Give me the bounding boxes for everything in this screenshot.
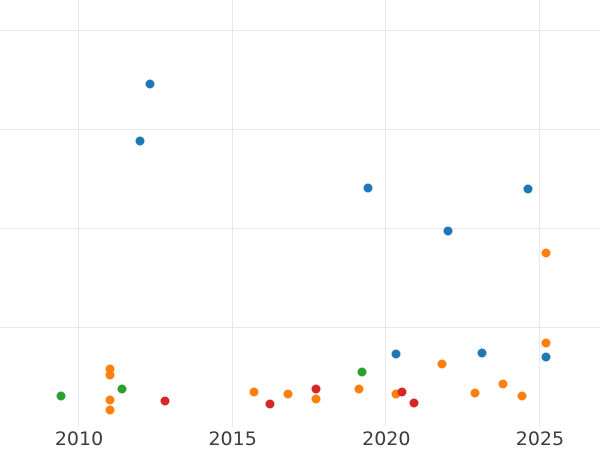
data-point-blue <box>363 183 373 193</box>
data-point-red <box>160 396 170 406</box>
gridline-vertical <box>78 0 79 427</box>
x-tick-label: 2015 <box>208 428 257 450</box>
data-point-blue <box>523 184 533 194</box>
data-point-green <box>117 384 127 394</box>
gridline-horizontal <box>0 129 600 130</box>
data-point-blue <box>477 348 487 358</box>
gridline-vertical <box>385 0 387 427</box>
data-point-orange <box>498 379 508 389</box>
data-point-blue <box>391 349 401 359</box>
data-point-orange <box>105 364 115 374</box>
data-point-orange <box>437 359 447 369</box>
data-point-orange <box>517 391 526 401</box>
data-point-red <box>397 387 407 397</box>
gridline-horizontal <box>0 228 600 229</box>
x-tick-label: 2010 <box>54 428 104 450</box>
gridline-horizontal <box>0 327 600 328</box>
data-point-red <box>265 399 275 409</box>
data-point-blue <box>135 136 145 146</box>
data-point-orange <box>105 395 115 405</box>
data-point-orange <box>283 389 293 399</box>
data-point-orange <box>470 388 480 398</box>
data-point-red <box>311 384 321 394</box>
data-point-blue <box>443 226 453 236</box>
data-point-orange <box>105 370 115 380</box>
x-tick-label: 2020 <box>362 428 411 450</box>
data-point-orange <box>391 389 401 399</box>
data-point-blue <box>145 79 155 89</box>
data-point-orange <box>311 394 321 404</box>
gridline-horizontal <box>0 30 600 31</box>
data-point-orange <box>249 387 259 397</box>
data-point-blue <box>541 352 551 362</box>
data-point-orange <box>541 248 551 258</box>
gridline-vertical <box>231 0 233 427</box>
data-point-orange <box>354 384 364 394</box>
x-tick-label: 2025 <box>515 428 565 450</box>
data-point-red <box>409 398 419 408</box>
data-point-orange <box>541 338 551 348</box>
data-point-orange <box>105 405 115 415</box>
data-point-green <box>357 367 367 377</box>
data-point-green <box>56 391 66 401</box>
gridline-vertical <box>538 0 540 427</box>
